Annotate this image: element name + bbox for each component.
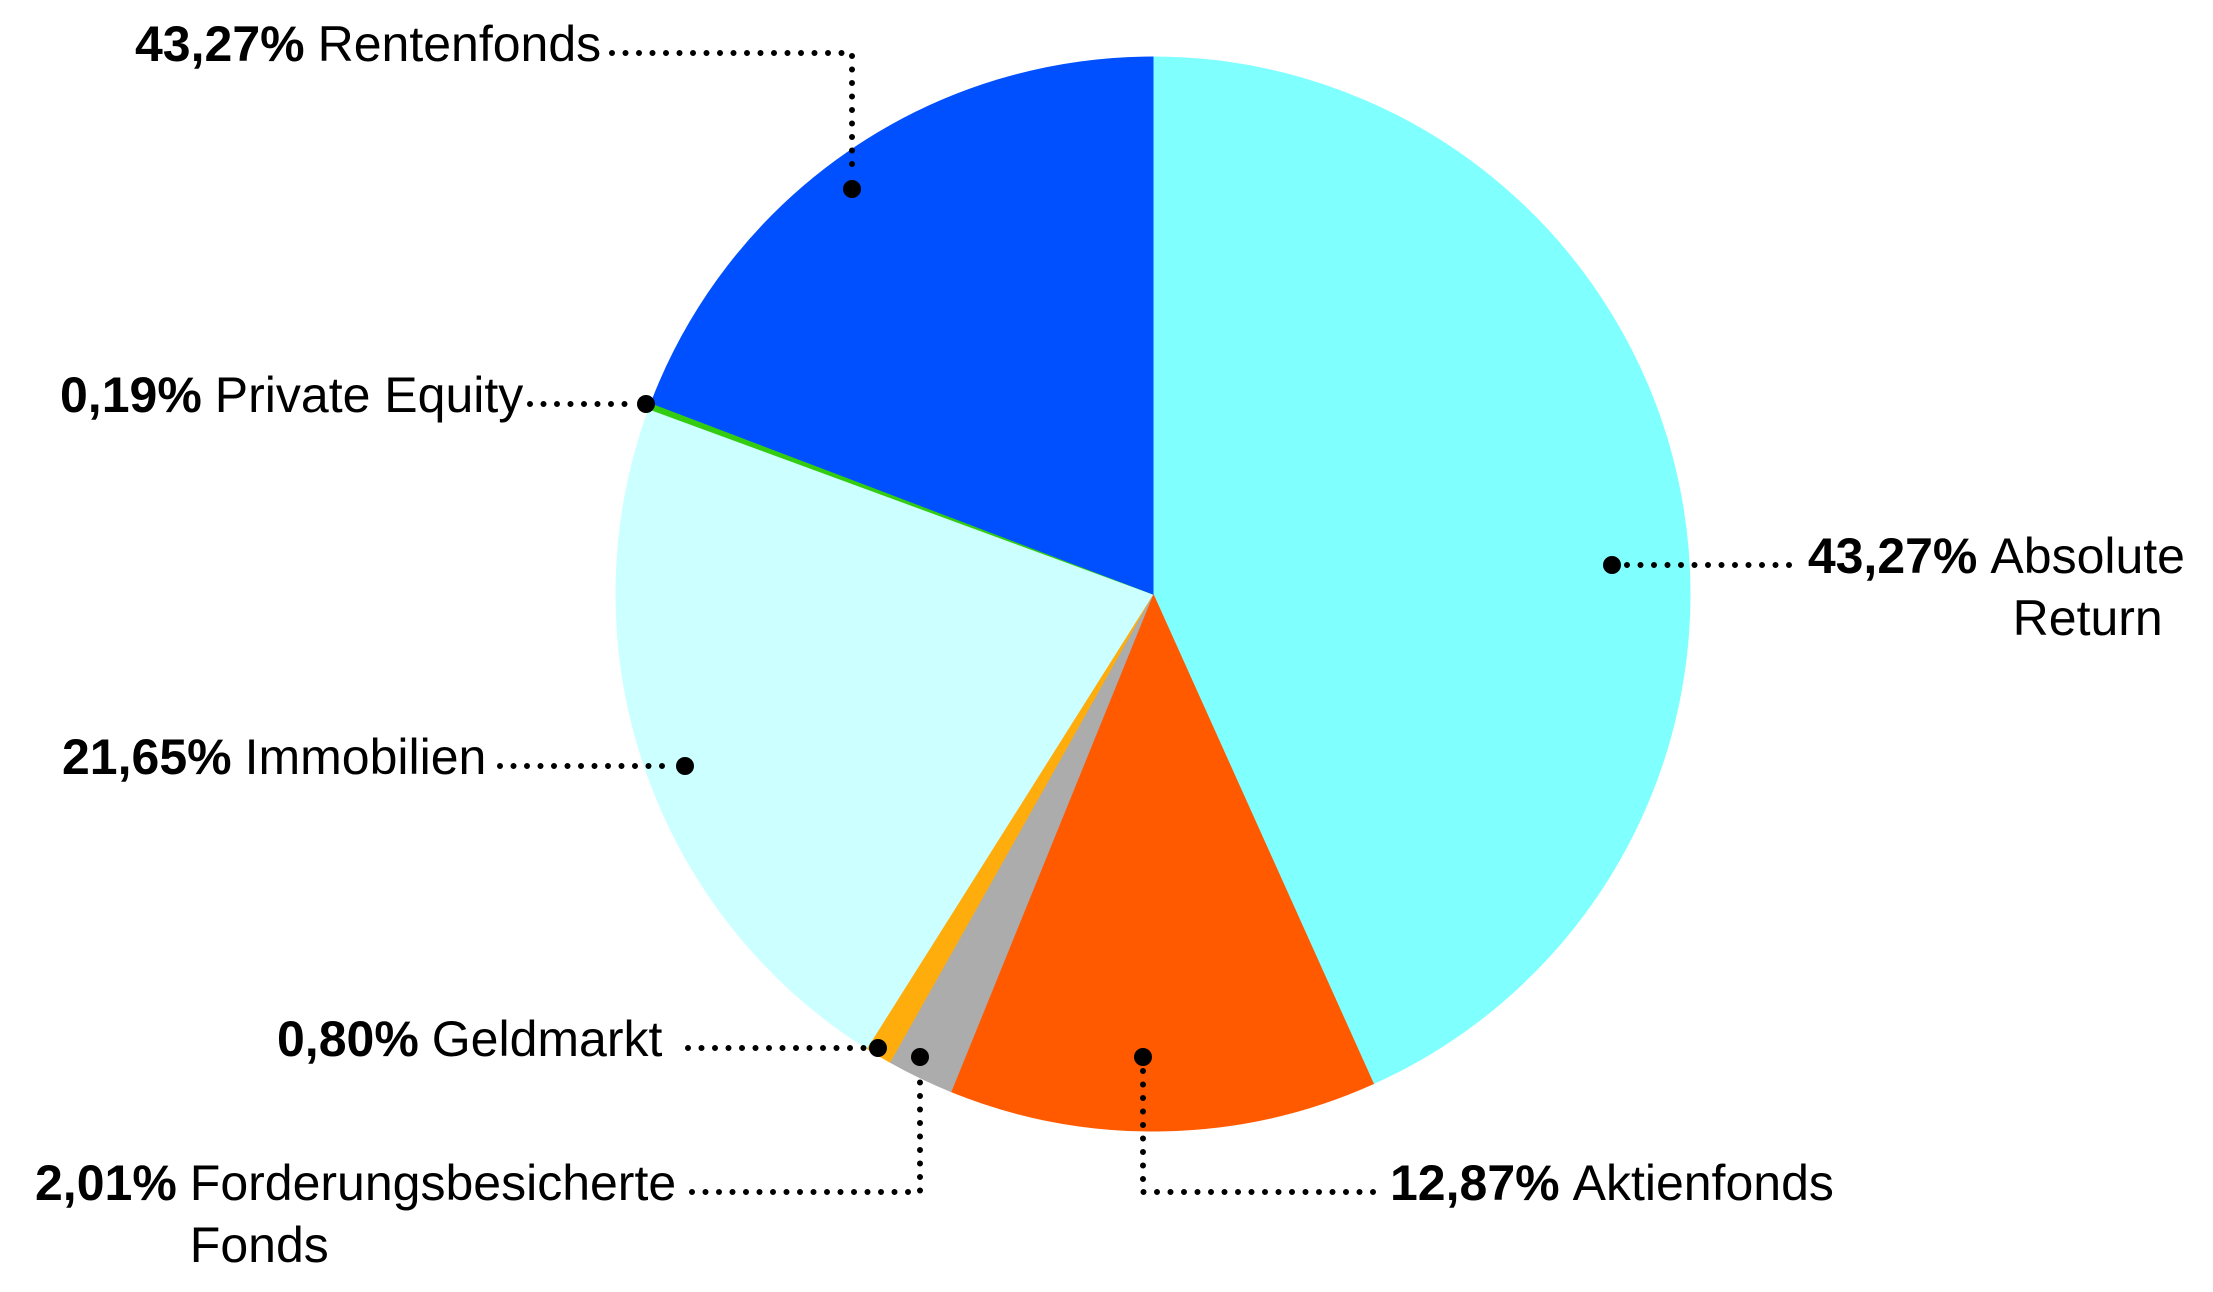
- label-immobilien-name: Immobilien: [244, 729, 487, 785]
- label-geldmarkt: 0,80% Geldmarkt: [277, 1008, 662, 1070]
- label-aktienfonds-name: Aktienfonds: [1572, 1155, 1834, 1211]
- leader-line-forderungsbesicherte-fonds: [689, 1068, 923, 1195]
- pie-slice-rentenfonds: [650, 56, 1154, 595]
- label-absolute-return: 43,27% Absolute Return: [1808, 525, 2185, 649]
- label-geldmarkt-value: 0,80%: [277, 1011, 419, 1067]
- pie-slice-absolute-return: [1152, 56, 1691, 1085]
- label-geldmarkt-name: Geldmarkt: [431, 1011, 663, 1067]
- anchor-dot-rentenfonds: [843, 180, 861, 198]
- anchor-dot-geldmarkt: [869, 1039, 887, 1057]
- label-forderungsbesicherte-fonds: 2,01% Forderungsbesicherte Fonds: [35, 1152, 676, 1276]
- label-absolute-return-name: Absolute Return: [1990, 528, 2185, 646]
- callout-leaders-group: [497, 50, 1796, 1195]
- label-forderungsbesicherte-fonds-value: 2,01%: [35, 1155, 177, 1211]
- anchor-dot-private-equity: [637, 395, 655, 413]
- label-absolute-return-value: 43,27%: [1807, 528, 1978, 584]
- label-immobilien: 21,65% Immobilien: [62, 726, 486, 788]
- pie-slice-immobilien: [615, 408, 1154, 1049]
- anchor-dot-forderungsbesicherte-fonds: [911, 1048, 929, 1066]
- label-rentenfonds-name: Rentenfonds: [317, 16, 602, 72]
- label-aktienfonds: 12,87% Aktienfonds: [1390, 1152, 1834, 1214]
- label-immobilien-value: 21,65%: [62, 729, 232, 785]
- label-private-equity-value: 0,19%: [60, 367, 202, 423]
- leader-line-rentenfonds: [609, 50, 855, 177]
- leader-line-aktienfonds: [1140, 1068, 1388, 1195]
- label-rentenfonds: 43,27% Rentenfonds: [135, 13, 601, 75]
- label-private-equity: 0,19% Private Equity: [60, 364, 523, 426]
- label-rentenfonds-value: 43,27%: [135, 16, 305, 72]
- pie-slices-group: [615, 56, 1691, 1132]
- pie-slice-aktienfonds: [950, 592, 1375, 1132]
- anchor-dot-absolute-return: [1603, 556, 1621, 574]
- label-private-equity-name: Private Equity: [214, 367, 524, 423]
- label-forderungsbesicherte-fonds-name: Forderungsbesicherte Fonds: [189, 1155, 677, 1273]
- label-aktienfonds-value: 12,87%: [1390, 1155, 1560, 1211]
- anchor-dot-immobilien: [676, 757, 694, 775]
- anchor-dot-aktienfonds: [1134, 1048, 1152, 1066]
